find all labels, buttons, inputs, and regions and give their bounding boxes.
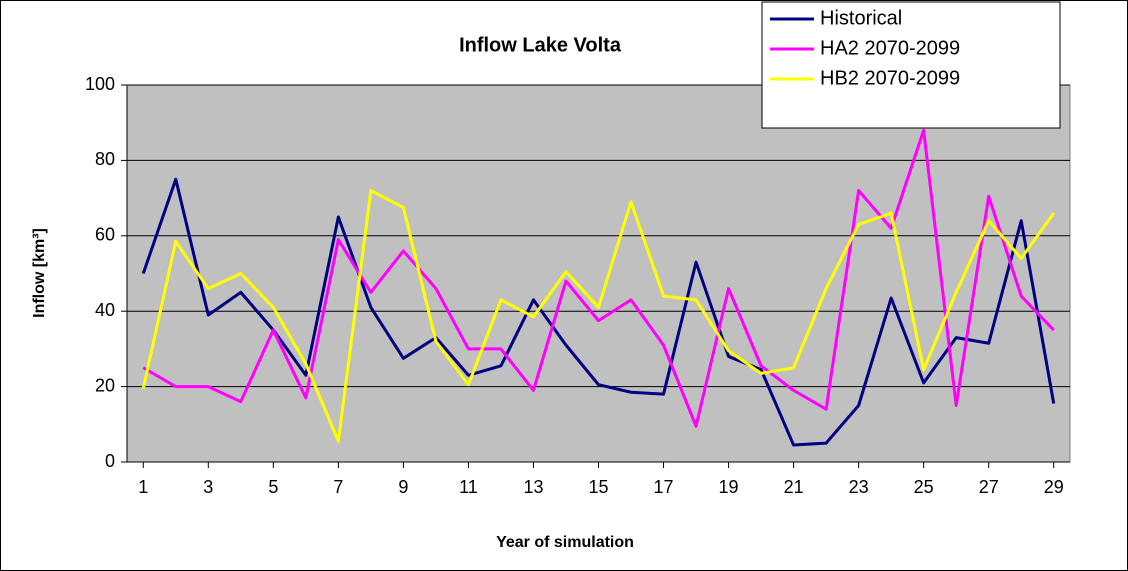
- x-tick-label: 29: [1044, 477, 1064, 497]
- chart-title: Inflow Lake Volta: [459, 34, 622, 56]
- x-tick-label: 7: [333, 477, 343, 497]
- x-tick-label: 17: [654, 477, 674, 497]
- y-tick-label: 80: [95, 149, 115, 169]
- x-tick-label: 11: [459, 477, 478, 497]
- x-axis-label: Year of simulation: [496, 534, 634, 551]
- x-tick-label: 9: [398, 477, 408, 497]
- series-line: [142, 128, 1055, 428]
- legend-box: [761, 1, 1061, 129]
- x-tick-label: 1: [138, 477, 148, 497]
- plot-area: [126, 84, 1071, 463]
- y-tick-label: 0: [105, 451, 115, 471]
- x-tick-label: 5: [268, 477, 278, 497]
- series-line: [141, 189, 1055, 443]
- x-tick-label: 27: [979, 477, 999, 497]
- x-tick-label: 13: [523, 477, 543, 497]
- y-tick-label: 20: [95, 375, 115, 395]
- y-axis-label: Inflow [km³]: [31, 228, 48, 318]
- legend-label: HB2 2070-2099: [820, 67, 960, 89]
- legend-label: Historical: [820, 7, 902, 29]
- x-tick-label: 19: [719, 477, 739, 497]
- series-line: [141, 177, 1056, 447]
- x-tick-label: 25: [914, 477, 934, 497]
- x-tick-label: 23: [849, 477, 869, 497]
- legend-label: HA2 2070-2099: [820, 37, 960, 59]
- x-tick-label: 21: [784, 477, 804, 497]
- x-tick-label: 15: [588, 477, 608, 497]
- y-tick-label: 40: [95, 300, 115, 320]
- y-tick-label: 100: [85, 74, 115, 94]
- y-tick-label: 60: [95, 225, 115, 245]
- x-tick-label: 3: [203, 477, 213, 497]
